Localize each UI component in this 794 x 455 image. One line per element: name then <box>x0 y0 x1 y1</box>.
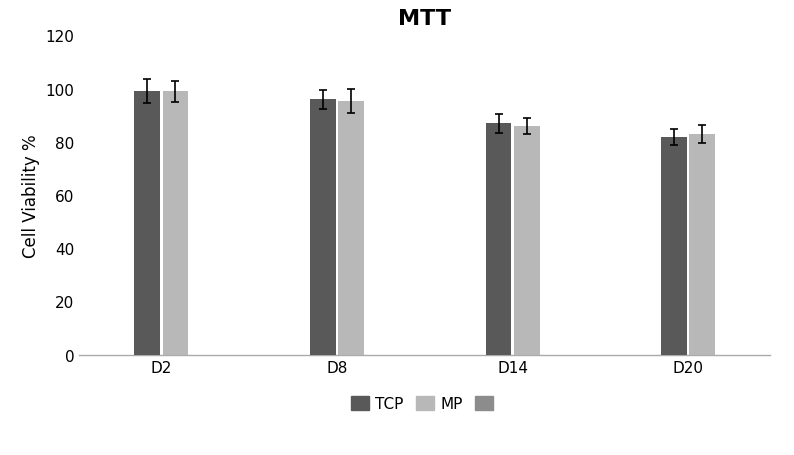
Bar <box>134 92 160 355</box>
Legend: TCP, MP, : TCP, MP, <box>345 389 505 417</box>
Bar <box>163 92 188 355</box>
Bar <box>514 126 540 355</box>
Title: MTT: MTT <box>399 10 451 29</box>
Bar <box>661 137 687 355</box>
Bar <box>689 135 715 355</box>
Bar <box>338 101 364 355</box>
Y-axis label: Cell Viability %: Cell Viability % <box>22 134 40 258</box>
Bar <box>486 124 511 355</box>
Bar <box>310 100 336 355</box>
